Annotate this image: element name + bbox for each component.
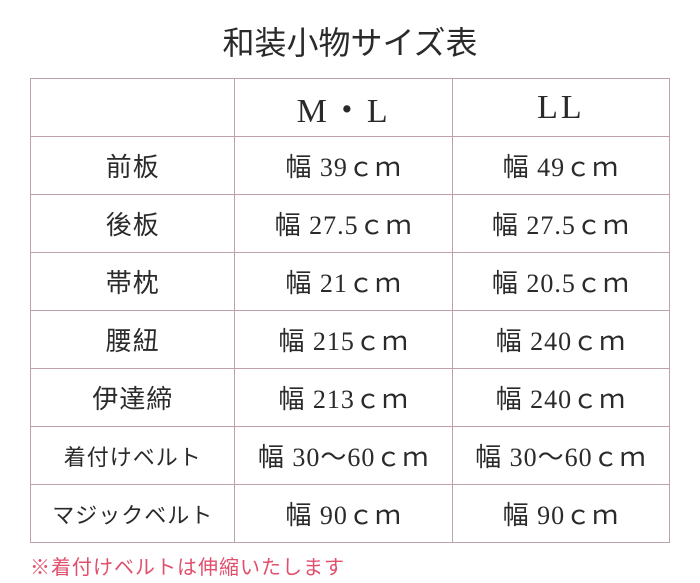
row-label: 着付けベルト <box>31 427 235 485</box>
header-ml: M・L <box>235 79 452 137</box>
row-label: マジックベルト <box>31 485 235 543</box>
header-empty <box>31 79 235 137</box>
table-row: マジックベルト幅 90ｃｍ幅 90ｃｍ <box>31 485 670 543</box>
table-row: 伊達締幅 213ｃｍ幅 240ｃｍ <box>31 369 670 427</box>
table-row: 腰紐幅 215ｃｍ幅 240ｃｍ <box>31 311 670 369</box>
row-label: 腰紐 <box>31 311 235 369</box>
row-ml: 幅 90ｃｍ <box>235 485 452 543</box>
row-ml: 幅 213ｃｍ <box>235 369 452 427</box>
header-ll: LL <box>452 79 669 137</box>
row-ll: 幅 240ｃｍ <box>452 311 669 369</box>
row-label: 帯枕 <box>31 253 235 311</box>
table-row: 前板幅 39ｃｍ幅 49ｃｍ <box>31 137 670 195</box>
size-table: M・L LL 前板幅 39ｃｍ幅 49ｃｍ後板幅 27.5ｃｍ幅 27.5ｃｍ帯… <box>30 78 670 543</box>
row-label: 後板 <box>31 195 235 253</box>
row-ml: 幅 30～60ｃｍ <box>235 427 452 485</box>
row-ml: 幅 39ｃｍ <box>235 137 452 195</box>
row-ml: 幅 215ｃｍ <box>235 311 452 369</box>
row-label: 伊達締 <box>31 369 235 427</box>
table-row: 後板幅 27.5ｃｍ幅 27.5ｃｍ <box>31 195 670 253</box>
table-row: 帯枕幅 21ｃｍ幅 20.5ｃｍ <box>31 253 670 311</box>
row-ml: 幅 21ｃｍ <box>235 253 452 311</box>
row-ll: 幅 90ｃｍ <box>452 485 669 543</box>
row-ll: 幅 49ｃｍ <box>452 137 669 195</box>
row-ll: 幅 20.5ｃｍ <box>452 253 669 311</box>
row-ll: 幅 30～60ｃｍ <box>452 427 669 485</box>
page-title: 和装小物サイズ表 <box>30 18 670 64</box>
header-row: M・L LL <box>31 79 670 137</box>
table-row: 着付けベルト幅 30～60ｃｍ幅 30～60ｃｍ <box>31 427 670 485</box>
row-label: 前板 <box>31 137 235 195</box>
row-ml: 幅 27.5ｃｍ <box>235 195 452 253</box>
row-ll: 幅 240ｃｍ <box>452 369 669 427</box>
footnote: ※着付けベルトは伸縮いたします <box>30 551 670 580</box>
row-ll: 幅 27.5ｃｍ <box>452 195 669 253</box>
